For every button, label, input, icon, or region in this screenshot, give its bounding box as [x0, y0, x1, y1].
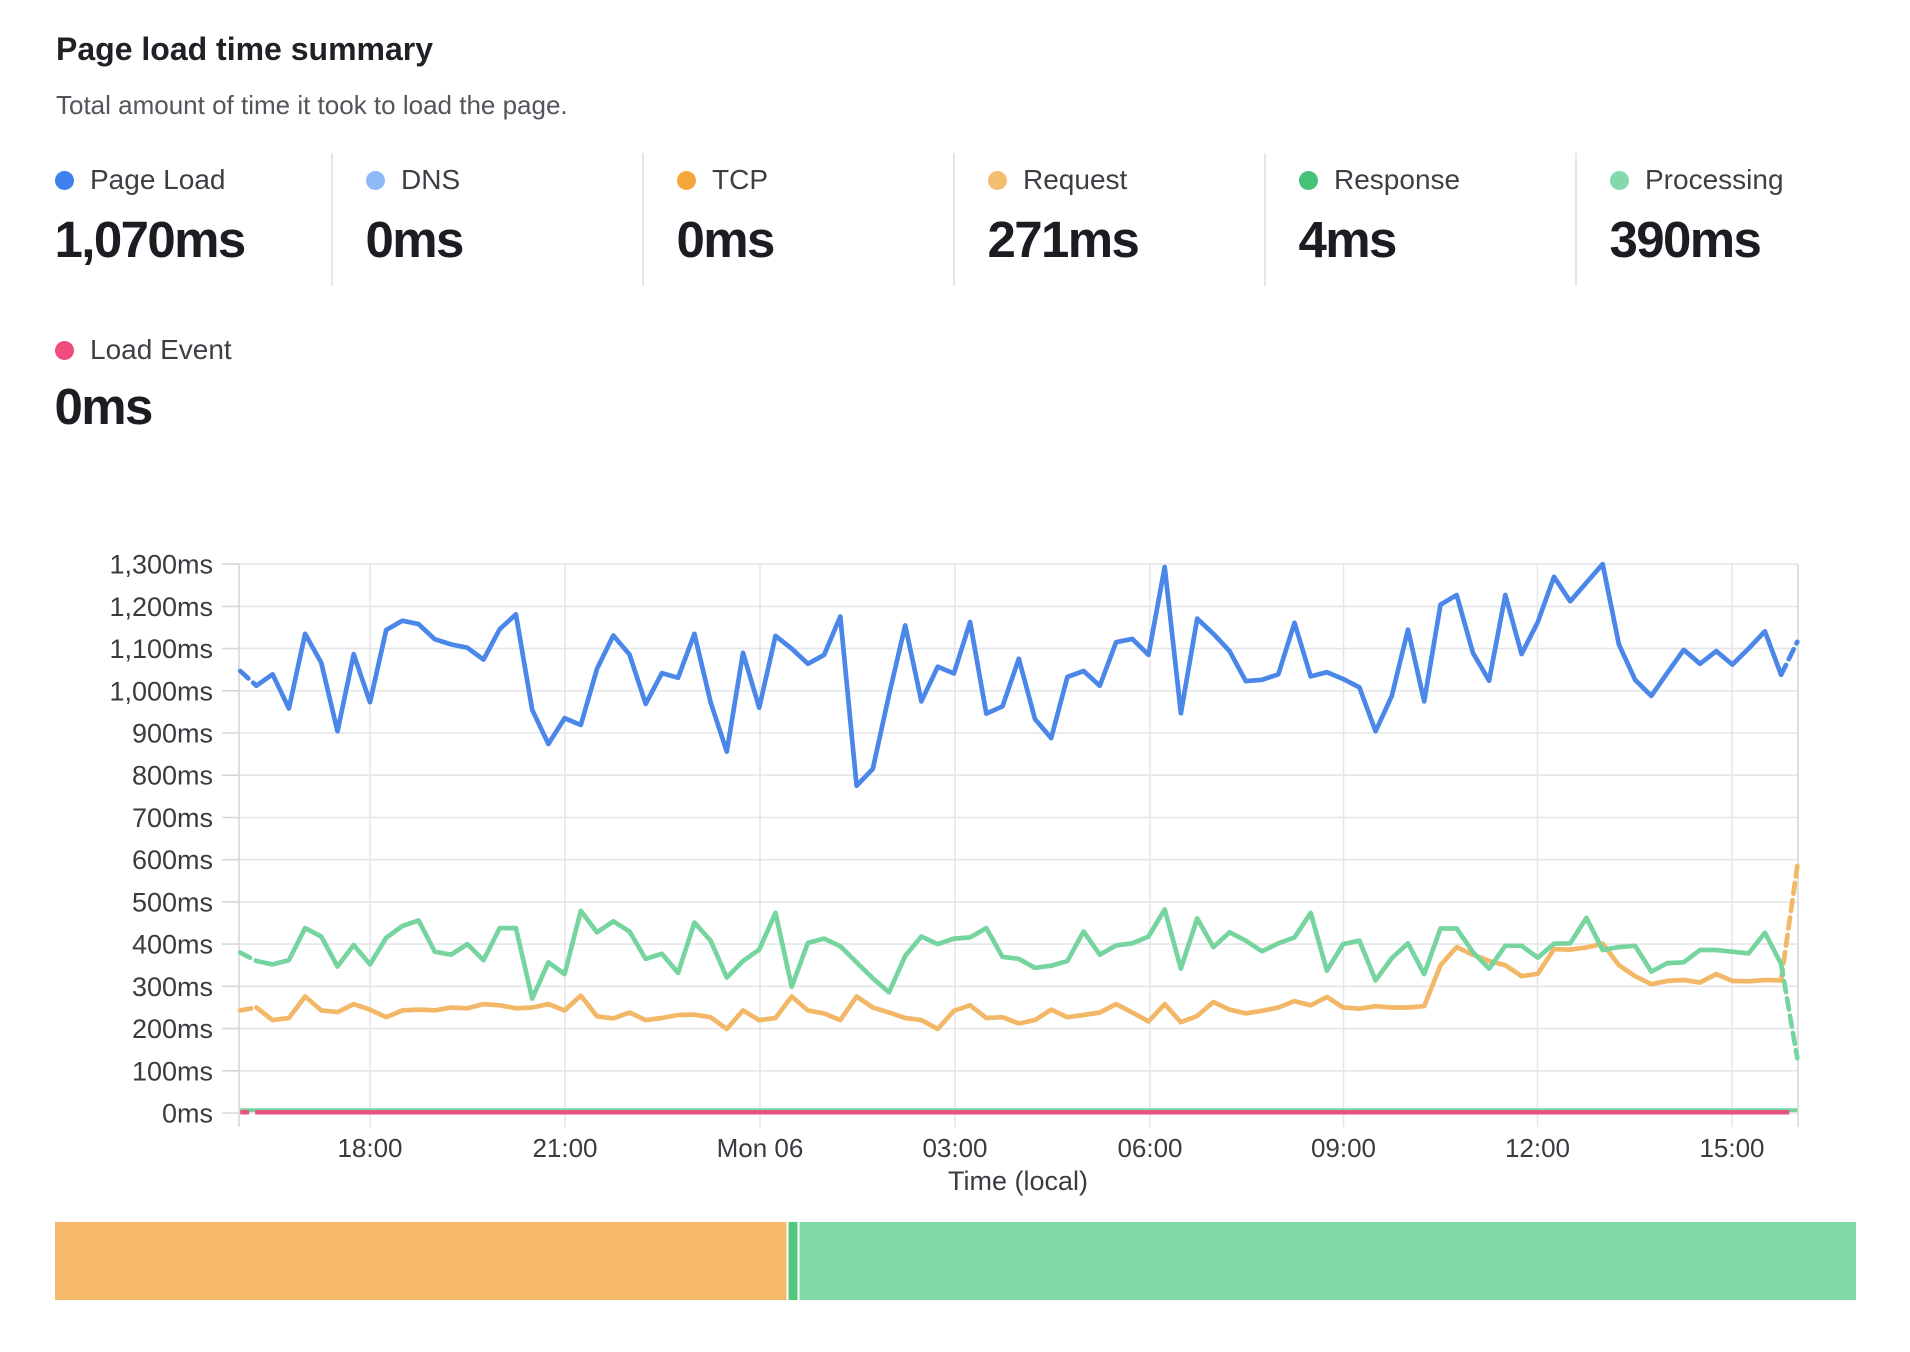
svg-text:1,200ms: 1,200ms: [109, 592, 213, 622]
svg-text:03:00: 03:00: [922, 1133, 987, 1163]
svg-text:700ms: 700ms: [132, 803, 213, 833]
svg-text:900ms: 900ms: [132, 719, 213, 749]
svg-text:1,300ms: 1,300ms: [109, 550, 213, 580]
svg-text:400ms: 400ms: [132, 930, 213, 960]
svg-text:09:00: 09:00: [1311, 1133, 1376, 1163]
svg-text:0ms: 0ms: [162, 1099, 213, 1129]
svg-text:06:00: 06:00: [1117, 1133, 1182, 1163]
svg-text:1,100ms: 1,100ms: [109, 634, 213, 664]
svg-text:1,000ms: 1,000ms: [109, 676, 213, 706]
svg-text:18:00: 18:00: [337, 1133, 402, 1163]
svg-text:Mon 06: Mon 06: [717, 1133, 804, 1163]
svg-text:21:00: 21:00: [532, 1133, 597, 1163]
svg-text:12:00: 12:00: [1505, 1133, 1570, 1163]
svg-text:600ms: 600ms: [132, 845, 213, 875]
svg-text:15:00: 15:00: [1699, 1133, 1764, 1163]
svg-text:100ms: 100ms: [132, 1056, 213, 1086]
svg-text:Time (local): Time (local): [948, 1166, 1088, 1196]
svg-text:300ms: 300ms: [132, 972, 213, 1002]
svg-text:500ms: 500ms: [132, 887, 213, 917]
svg-text:800ms: 800ms: [132, 761, 213, 791]
svg-text:200ms: 200ms: [132, 1014, 213, 1044]
